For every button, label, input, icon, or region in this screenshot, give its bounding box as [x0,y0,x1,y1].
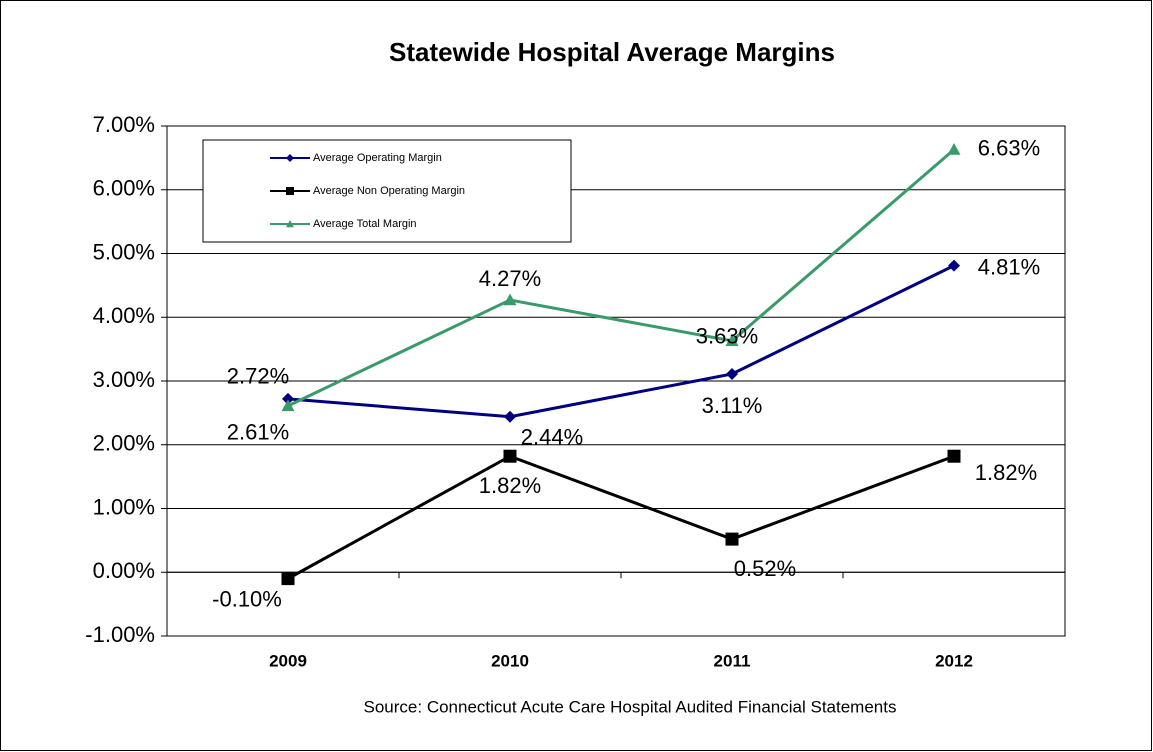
legend-label: Average Total Margin [313,218,417,230]
data-label: 3.63% [696,324,758,349]
marker [281,399,295,412]
marker [948,259,960,272]
y-tick-label: 5.00% [93,239,155,264]
data-label: 4.81% [978,254,1040,279]
data-label: 4.27% [479,266,541,291]
y-tick-label: 0.00% [93,558,155,583]
marker [504,410,516,423]
data-label: 2.44% [521,425,583,450]
marker [282,392,294,405]
data-label: 6.63% [978,135,1040,160]
series-line [287,454,955,580]
y-tick-label: 6.00% [93,176,155,201]
data-label: 2.72% [227,364,289,389]
legend-label: Average Operating Margin [313,152,442,164]
series-line [287,148,955,408]
chart-title: Statewide Hospital Average Margins [389,37,835,67]
marker [503,449,517,463]
data-label: -0.10% [212,586,282,611]
marker [286,220,294,228]
data-label: 1.82% [479,473,541,498]
marker [286,154,294,162]
marker [281,572,295,586]
y-tick-label: 4.00% [93,303,155,328]
marker [726,367,738,380]
marker [947,143,961,155]
x-tick-label: 2012 [935,651,973,670]
x-tick-label: 2009 [269,651,307,670]
legend-box [202,139,572,243]
y-tick-label: -1.00% [85,622,155,647]
series-line [287,264,955,419]
data-label: 3.11% [702,393,763,418]
marker [286,187,294,195]
marker [725,334,739,347]
y-tick-label: 7.00% [93,112,155,137]
marker [725,532,739,546]
data-label: 2.61% [227,420,289,445]
marker [503,293,517,306]
marker [947,449,961,463]
x-tick-label: 2011 [714,651,751,670]
source-note: Source: Connecticut Acute Care Hospital … [364,697,897,716]
data-label: 1.82% [975,460,1037,485]
x-tick-label: 2010 [491,651,529,670]
y-tick-label: 3.00% [93,367,155,392]
data-label: 0.52% [734,556,796,581]
y-tick-label: 2.00% [93,431,155,456]
y-tick-label: 1.00% [93,494,155,519]
legend-label: Average Non Operating Margin [313,185,465,197]
